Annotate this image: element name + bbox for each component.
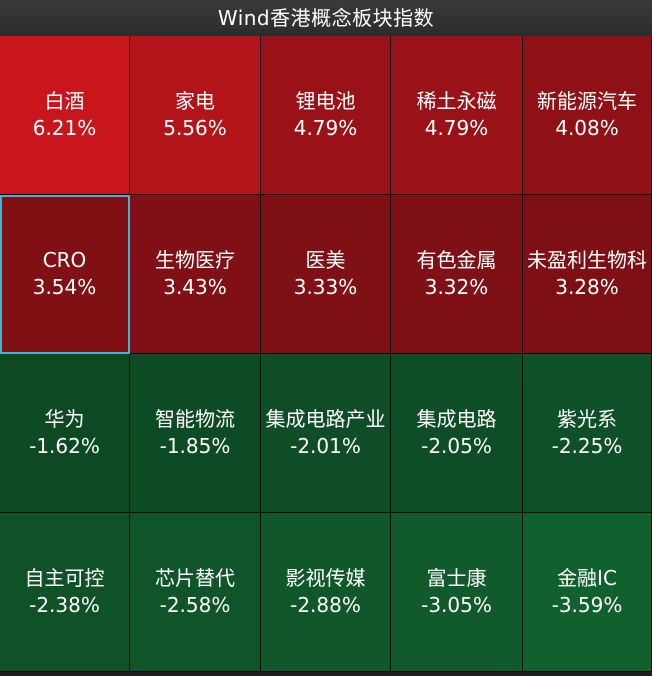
- sector-tile[interactable]: 自主可控 -2.38%: [0, 513, 130, 672]
- sector-name: 医美: [305, 248, 346, 272]
- sector-name: 集成电路: [416, 407, 497, 431]
- sector-name: 白酒: [44, 89, 85, 113]
- sector-change-percent: 4.79%: [293, 116, 358, 140]
- sector-name: 集成电路产业: [265, 407, 386, 431]
- sector-name: 影视传媒: [285, 566, 366, 590]
- sector-tile[interactable]: 未盈利生物科 3.28%: [523, 195, 652, 354]
- sector-name: 金融IC: [557, 566, 617, 590]
- sector-change-percent: 6.21%: [32, 116, 97, 140]
- sector-change-percent: -2.05%: [421, 434, 492, 458]
- sector-tile[interactable]: 芯片替代 -2.58%: [130, 513, 261, 672]
- sector-change-percent: 3.28%: [555, 275, 619, 299]
- sector-tile[interactable]: 紫光系 -2.25%: [523, 354, 652, 513]
- sector-name: 自主可控: [24, 566, 105, 590]
- sector-change-percent: 4.08%: [555, 116, 619, 140]
- sector-change-percent: 5.56%: [163, 116, 227, 140]
- sector-change-percent: -2.58%: [159, 593, 231, 617]
- sector-tile[interactable]: 锂电池 4.79%: [261, 36, 391, 195]
- sector-change-percent: -1.62%: [29, 434, 100, 458]
- sector-name: 生物医疗: [155, 248, 235, 272]
- sector-change-percent: 3.32%: [424, 275, 489, 299]
- sector-name: 家电: [175, 89, 215, 113]
- sector-tile[interactable]: 影视传媒 -2.88%: [261, 513, 391, 672]
- sector-name: 智能物流: [155, 407, 235, 431]
- sector-tile[interactable]: 白酒 6.21%: [0, 36, 130, 195]
- sector-change-percent: -2.88%: [290, 593, 361, 617]
- sector-change-percent: 3.43%: [163, 275, 227, 299]
- sector-change-percent: -3.59%: [551, 593, 623, 617]
- sector-tile[interactable]: 生物医疗 3.43%: [130, 195, 261, 354]
- sector-name: 富士康: [426, 566, 487, 590]
- sector-name: 稀土永磁: [416, 89, 497, 113]
- sector-name: 芯片替代: [155, 566, 235, 590]
- sector-change-percent: -3.05%: [421, 593, 492, 617]
- sector-name: 锂电池: [295, 89, 356, 113]
- sector-name: 新能源汽车: [537, 89, 637, 113]
- sector-tile[interactable]: 华为 -1.62%: [0, 354, 130, 513]
- sector-tile[interactable]: 集成电路 -2.05%: [391, 354, 523, 513]
- chart-title: Wind香港概念板块指数: [0, 0, 652, 37]
- sector-name: 华为: [44, 407, 85, 431]
- sector-heatmap-grid: 白酒 6.21% 家电 5.56% 锂电池 4.79% 稀土永磁 4.79% 新能源汽车 4.08…: [0, 36, 652, 676]
- sector-change-percent: -1.85%: [159, 434, 231, 458]
- sector-tile[interactable]: 富士康 -3.05%: [391, 513, 523, 672]
- sector-tile[interactable]: 集成电路产业 -2.01%: [261, 354, 391, 513]
- sector-tile[interactable]: CRO 3.54%: [0, 195, 130, 354]
- sector-change-percent: -2.01%: [290, 434, 361, 458]
- sector-name: 未盈利生物科: [527, 248, 647, 272]
- sector-change-percent: -2.25%: [551, 434, 623, 458]
- sector-tile[interactable]: 家电 5.56%: [130, 36, 261, 195]
- sector-change-percent: -2.38%: [29, 593, 100, 617]
- sector-tile[interactable]: 智能物流 -1.85%: [130, 354, 261, 513]
- sector-change-percent: 3.33%: [293, 275, 358, 299]
- sector-tile[interactable]: 医美 3.33%: [261, 195, 391, 354]
- sector-tile[interactable]: 有色金属 3.32%: [391, 195, 523, 354]
- sector-name: 有色金属: [416, 248, 497, 272]
- sector-name: CRO: [42, 248, 87, 272]
- sector-change-percent: 3.54%: [32, 275, 97, 299]
- sector-tile[interactable]: 金融IC -3.59%: [523, 513, 652, 672]
- sector-name: 紫光系: [557, 407, 617, 431]
- sector-tile[interactable]: 稀土永磁 4.79%: [391, 36, 523, 195]
- sector-change-percent: 4.79%: [424, 116, 489, 140]
- sector-tile[interactable]: 新能源汽车 4.08%: [523, 36, 652, 195]
